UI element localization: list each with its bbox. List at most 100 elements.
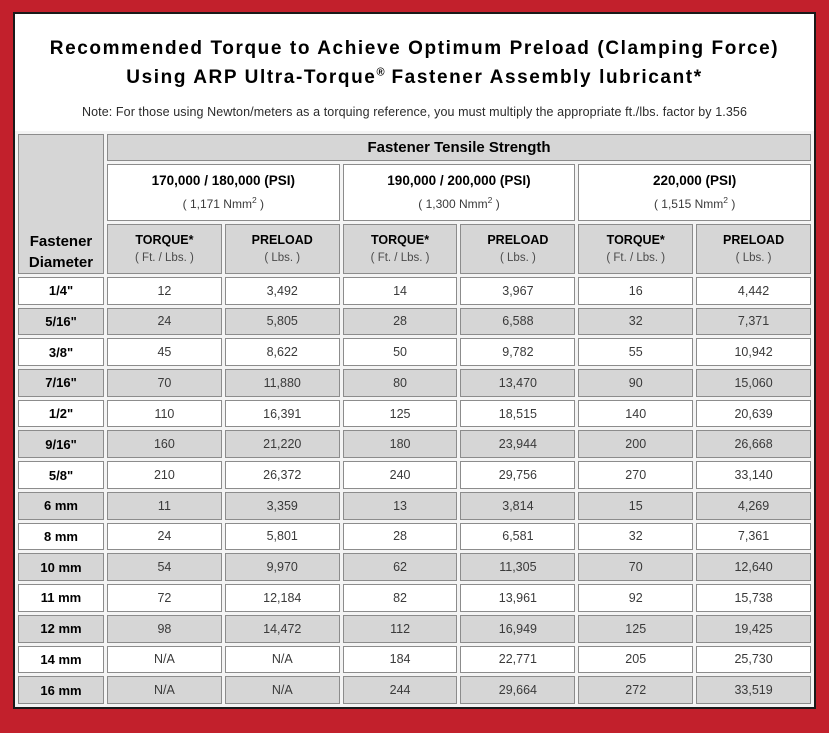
value-cell: 5,805 bbox=[224, 307, 340, 336]
table-wrap: Fastener Diameter Fastener Tensile Stren… bbox=[15, 130, 814, 707]
preload-column-header: PRELOAD ( Lbs. ) bbox=[696, 223, 811, 274]
title-line-2-prefix: Using ARP Ultra-Torque bbox=[126, 67, 377, 89]
tensile-strength-header: Fastener Tensile Strength bbox=[107, 133, 811, 161]
nmm-close: ) bbox=[492, 197, 500, 212]
column-unit: ( Ft. / Lbs. ) bbox=[606, 252, 666, 265]
value-cell: 18,515 bbox=[460, 399, 576, 428]
column-unit: ( Ft. / Lbs. ) bbox=[370, 252, 430, 265]
value-cell: 11,880 bbox=[224, 369, 340, 397]
table-row: 9/16" 160 21,220 180 23,944 200 26,668 bbox=[18, 430, 811, 459]
value-cell: 13,961 bbox=[460, 584, 576, 612]
nmm-text: ( 1,171 Nmm bbox=[182, 197, 252, 212]
fastener-diameter-cell: 5/8" bbox=[18, 461, 104, 489]
value-cell: 29,664 bbox=[460, 676, 576, 704]
value-cell: 25,730 bbox=[696, 645, 811, 674]
value-cell: 20,639 bbox=[696, 399, 811, 428]
table-row: 10 mm 54 9,970 62 11,305 70 12,640 bbox=[18, 553, 811, 582]
nmm-text: ( 1,515 Nmm bbox=[653, 197, 724, 212]
value-cell: 26,372 bbox=[224, 461, 340, 489]
value-cell: 160 bbox=[107, 430, 222, 459]
value-cell: 26,668 bbox=[696, 430, 811, 459]
nmm-close: ) bbox=[256, 197, 265, 212]
nmm-label: ( 1,300 Nmm2 ) bbox=[346, 195, 573, 211]
value-cell: 6,588 bbox=[460, 307, 576, 336]
value-cell: 3,967 bbox=[460, 276, 576, 305]
value-cell: 11,305 bbox=[460, 553, 576, 582]
fastener-diameter-cell: 14 mm bbox=[18, 645, 104, 674]
value-cell: N/A bbox=[224, 645, 340, 674]
nmm-superscript: 2 bbox=[723, 195, 729, 206]
value-cell: 7,361 bbox=[696, 522, 811, 551]
fastener-diameter-cell: 10 mm bbox=[18, 553, 104, 582]
table-row: 11 mm 72 12,184 82 13,961 92 15,738 bbox=[18, 584, 811, 612]
value-cell: 33,140 bbox=[696, 461, 811, 489]
value-cell: 23,944 bbox=[460, 430, 576, 459]
psi-label: 220,000 (PSI) bbox=[653, 173, 737, 189]
fastener-diameter-cell: 5/16" bbox=[18, 307, 104, 336]
column-label: TORQUE* bbox=[135, 233, 194, 248]
value-cell: 15,060 bbox=[696, 369, 811, 397]
value-cell: 12,640 bbox=[696, 553, 811, 582]
value-cell: 14,472 bbox=[224, 614, 340, 643]
page-title-line-2: Using ARP Ultra-Torque® Fastener Assembl… bbox=[23, 63, 806, 92]
registered-trademark-symbol: ® bbox=[376, 67, 385, 80]
value-cell: 15 bbox=[578, 491, 694, 520]
value-cell: 15,738 bbox=[696, 584, 811, 612]
value-cell: 13 bbox=[342, 491, 458, 520]
psi-group-220: 220,000 (PSI) ( 1,515 Nmm2 ) bbox=[578, 163, 811, 221]
value-cell: 12,184 bbox=[224, 584, 340, 612]
torque-column-header: TORQUE* ( Ft. / Lbs. ) bbox=[578, 223, 694, 274]
value-cell: 14 bbox=[342, 276, 458, 305]
fastener-diameter-cell: 7/16" bbox=[18, 369, 104, 397]
preload-column-header: PRELOAD ( Lbs. ) bbox=[224, 223, 340, 274]
title-block: Recommended Torque to Achieve Optimum Pr… bbox=[15, 14, 814, 131]
fastener-diameter-cell: 6 mm bbox=[18, 491, 104, 520]
fastener-diameter-cell: 8 mm bbox=[18, 522, 104, 551]
value-cell: 200 bbox=[578, 430, 694, 459]
column-label: TORQUE* bbox=[606, 233, 665, 248]
content-panel: Recommended Torque to Achieve Optimum Pr… bbox=[13, 12, 816, 709]
value-cell: 62 bbox=[342, 553, 458, 582]
value-cell: 80 bbox=[342, 369, 458, 397]
fastener-diameter-cell: 1/4" bbox=[18, 276, 104, 305]
column-label: TORQUE* bbox=[371, 233, 430, 248]
value-cell: 55 bbox=[578, 338, 694, 367]
value-cell: 11 bbox=[107, 491, 222, 520]
preload-column-header: PRELOAD ( Lbs. ) bbox=[460, 223, 576, 274]
fastener-diameter-cell: 1/2" bbox=[18, 399, 104, 428]
column-label: PRELOAD bbox=[487, 233, 549, 248]
value-cell: 7,371 bbox=[696, 307, 811, 336]
tensile-header-row: Fastener Diameter Fastener Tensile Stren… bbox=[18, 133, 811, 274]
value-cell: 24 bbox=[107, 522, 222, 551]
value-cell: 29,756 bbox=[460, 461, 576, 489]
value-cell: 184 bbox=[342, 645, 458, 674]
value-cell: 244 bbox=[342, 676, 458, 704]
fastener-diameter-cell: 3/8" bbox=[18, 338, 104, 367]
value-cell: 3,814 bbox=[460, 491, 576, 520]
value-cell: 16,949 bbox=[460, 614, 576, 643]
value-cell: 90 bbox=[578, 369, 694, 397]
table-row: 8 mm 24 5,801 28 6,581 32 7,361 bbox=[18, 522, 811, 551]
table-row: 3/8" 45 8,622 50 9,782 55 10,942 bbox=[18, 338, 811, 367]
column-label: PRELOAD bbox=[723, 233, 785, 248]
table-row: 7/16" 70 11,880 80 13,470 90 15,060 bbox=[18, 369, 811, 397]
value-cell: 210 bbox=[107, 461, 222, 489]
value-cell: 82 bbox=[342, 584, 458, 612]
psi-group-170-180: 170,000 / 180,000 (PSI) ( 1,171 Nmm2 ) bbox=[107, 163, 340, 221]
torque-column-header: TORQUE* ( Ft. / Lbs. ) bbox=[107, 223, 222, 274]
value-cell: 112 bbox=[342, 614, 458, 643]
value-cell: 8,622 bbox=[224, 338, 340, 367]
value-cell: 6,581 bbox=[460, 522, 576, 551]
fastener-diameter-header: Fastener Diameter bbox=[18, 133, 104, 274]
value-cell: N/A bbox=[107, 676, 222, 704]
torque-table-body: 1/4" 12 3,492 14 3,967 16 4,442 5/16" 24 5,805 28 6… bbox=[18, 276, 811, 704]
fastener-diameter-cell: 9/16" bbox=[18, 430, 104, 459]
psi-header-row: 170,000 / 180,000 (PSI) ( 1,171 Nmm2 ) 1… bbox=[18, 163, 811, 221]
value-cell: 270 bbox=[578, 461, 694, 489]
value-cell: 9,970 bbox=[224, 553, 340, 582]
psi-label: 170,000 / 180,000 (PSI) bbox=[151, 173, 295, 189]
value-cell: 13,470 bbox=[460, 369, 576, 397]
table-row: 5/16" 24 5,805 28 6,588 32 7,371 bbox=[18, 307, 811, 336]
nmm-superscript: 2 bbox=[251, 195, 257, 206]
value-cell: 50 bbox=[342, 338, 458, 367]
